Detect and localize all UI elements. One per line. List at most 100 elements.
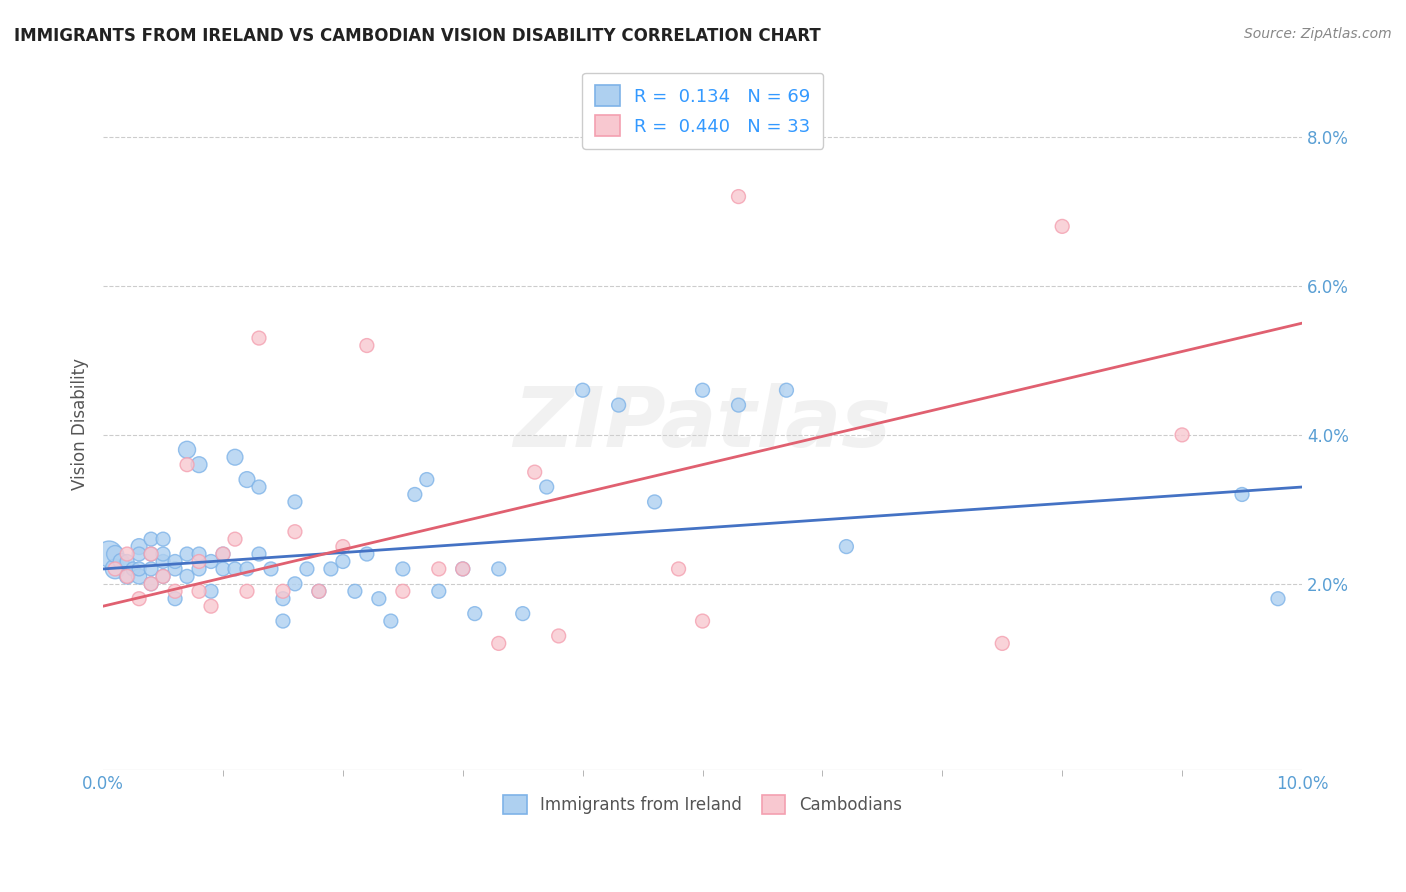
Point [139, 562, 162, 576]
Point [200, 584, 222, 599]
Point [128, 591, 150, 606]
Point [200, 554, 222, 568]
Point [991, 636, 1014, 650]
Point [176, 569, 198, 583]
Point [392, 584, 415, 599]
Point [284, 577, 307, 591]
Point [835, 540, 858, 554]
Point [727, 398, 749, 412]
Point [165, 554, 187, 568]
Point [104, 547, 127, 561]
Point [343, 584, 366, 599]
Point [128, 562, 150, 576]
Point [271, 584, 294, 599]
Point [284, 524, 307, 539]
Point [152, 547, 174, 561]
Point [139, 547, 162, 561]
Point [128, 569, 150, 583]
Point [224, 450, 246, 465]
Point [224, 532, 246, 546]
Point [236, 473, 259, 487]
Point [247, 331, 270, 345]
Point [165, 591, 187, 606]
Point [1230, 487, 1253, 501]
Point [775, 383, 797, 397]
Point [271, 614, 294, 628]
Point [152, 569, 174, 583]
Text: ZIPatlas: ZIPatlas [513, 384, 891, 464]
Point [332, 554, 354, 568]
Point [104, 562, 127, 576]
Point [188, 547, 211, 561]
Y-axis label: Vision Disability: Vision Disability [72, 358, 89, 490]
Point [547, 629, 569, 643]
Point [212, 547, 235, 561]
Text: IMMIGRANTS FROM IRELAND VS CAMBODIAN VISION DISABILITY CORRELATION CHART: IMMIGRANTS FROM IRELAND VS CAMBODIAN VIS… [14, 27, 821, 45]
Point [271, 591, 294, 606]
Point [668, 562, 690, 576]
Point [488, 636, 510, 650]
Point [188, 554, 211, 568]
Point [247, 547, 270, 561]
Point [188, 562, 211, 576]
Point [152, 569, 174, 583]
Point [260, 562, 283, 576]
Point [110, 554, 132, 568]
Point [122, 562, 145, 576]
Point [512, 607, 534, 621]
Point [295, 562, 318, 576]
Point [332, 540, 354, 554]
Point [188, 584, 211, 599]
Point [104, 562, 127, 576]
Point [176, 547, 198, 561]
Point [212, 547, 235, 561]
Point [1050, 219, 1073, 234]
Point [176, 458, 198, 472]
Point [416, 473, 439, 487]
Point [247, 480, 270, 494]
Point [152, 554, 174, 568]
Point [319, 562, 342, 576]
Point [1171, 428, 1194, 442]
Point [571, 383, 593, 397]
Point [139, 577, 162, 591]
Point [308, 584, 330, 599]
Point [392, 562, 415, 576]
Point [200, 599, 222, 614]
Legend: Immigrants from Ireland, Cambodians: Immigrants from Ireland, Cambodians [494, 785, 911, 824]
Point [536, 480, 558, 494]
Point [284, 495, 307, 509]
Point [451, 562, 474, 576]
Point [188, 458, 211, 472]
Point [404, 487, 426, 501]
Point [165, 562, 187, 576]
Point [115, 569, 138, 583]
Point [356, 338, 378, 352]
Point [367, 591, 389, 606]
Point [356, 547, 378, 561]
Point [115, 554, 138, 568]
Point [427, 562, 450, 576]
Point [128, 547, 150, 561]
Point [128, 540, 150, 554]
Point [212, 562, 235, 576]
Point [176, 442, 198, 457]
Point [727, 189, 749, 203]
Point [224, 562, 246, 576]
Point [692, 614, 714, 628]
Point [115, 569, 138, 583]
Point [464, 607, 486, 621]
Point [1267, 591, 1289, 606]
Point [523, 465, 546, 479]
Point [380, 614, 402, 628]
Point [139, 577, 162, 591]
Point [607, 398, 630, 412]
Point [236, 562, 259, 576]
Point [165, 584, 187, 599]
Point [427, 584, 450, 599]
Point [115, 547, 138, 561]
Point [236, 584, 259, 599]
Text: Source: ZipAtlas.com: Source: ZipAtlas.com [1244, 27, 1392, 41]
Point [152, 532, 174, 546]
Point [98, 547, 121, 561]
